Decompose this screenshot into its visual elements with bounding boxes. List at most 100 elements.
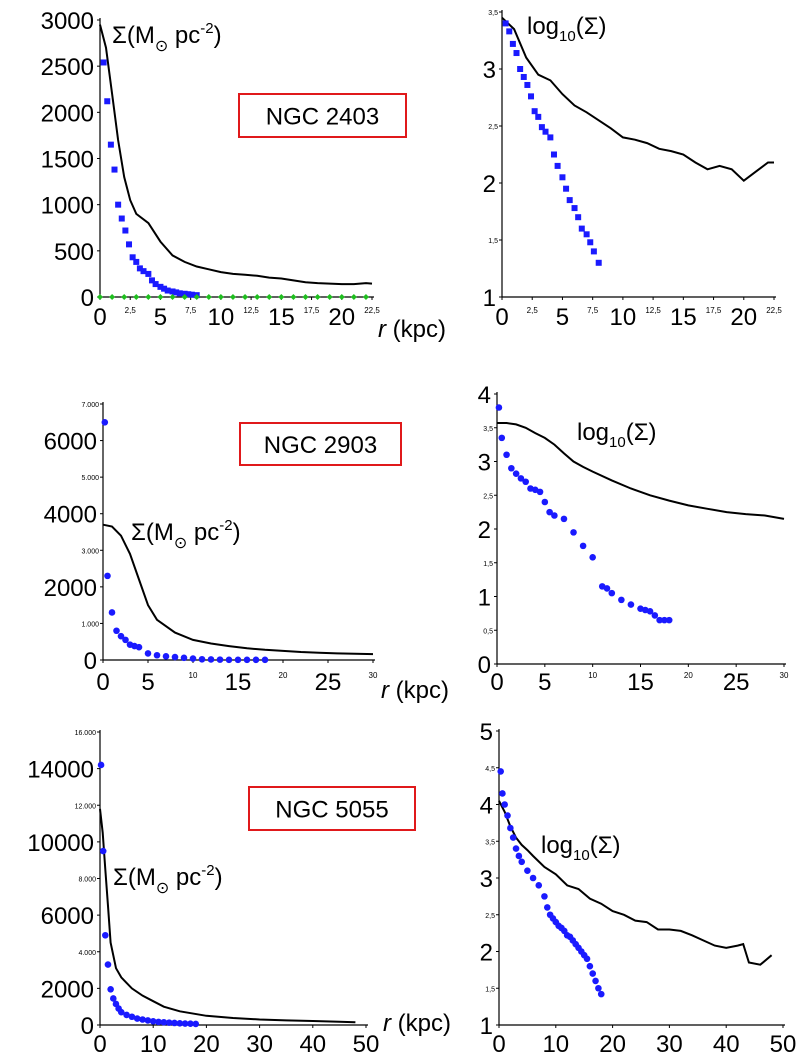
panel-2-data-point [566,197,573,204]
panel-4-data-point [665,616,673,624]
panel-2-data-point [531,108,538,115]
panel-1-x-tick-label: 5 [154,304,167,331]
sigma-label-2: Σ(M⊙ pc-2) [131,517,241,552]
panel-1-zero-point [121,294,128,300]
panel-2-x-tick-label: 20 [730,304,757,331]
panel-2-data-point [517,66,524,72]
panel-6-data-point [592,977,599,985]
panel-5-data-point [149,1018,157,1025]
panel-3-data-point [252,656,260,664]
panel-2-data-point [509,40,516,47]
panel-1-x-tick-label-small: 17,5 [304,306,320,315]
log-label-2: log10(Σ) [577,419,657,451]
panel-3-data-point [135,643,143,651]
galaxy-name-box [248,786,416,831]
panel-1-data-point [107,141,114,148]
panel-4-data-point [579,542,587,550]
panel-6-y-tick-label: 3 [480,866,493,893]
panel-2-data-point [547,134,554,141]
panel-6-data-point [586,962,594,970]
panel-1-zero-point [278,294,285,300]
panel-2-x-tick-label-small: 17,5 [706,306,722,315]
panel-1-data-point [100,59,107,66]
panel-1-data-point [136,265,143,272]
panel-6-data-point [529,874,537,882]
panel-3-data-point [162,653,170,660]
panel-2-data-point [559,174,566,181]
panel-5-y-tick-label: 14000 [27,757,94,784]
panel-1-data-point [111,166,118,173]
panel-3-data-point [171,653,179,661]
panel-3-data-point [113,627,120,635]
panel-6-x-tick-label: 40 [713,1031,740,1057]
panel-5-data-point [176,1020,184,1027]
panel-4-data-point [603,585,611,592]
panel-6-data-point [512,845,520,852]
panel-6-x-tick-label: 20 [599,1031,626,1057]
panel-2-data-point [550,151,557,158]
panel-4-y-tick-label-small: 1,5 [483,561,493,568]
panel-1-x-tick-label-small: 12,5 [243,306,259,315]
panel-5-data-point [133,1015,141,1022]
panel-1-data-point [104,98,111,105]
panel-2-data-point [554,162,561,169]
panel-1-x-tick-label-small: 22,5 [364,306,380,315]
panel-2-data-point [575,214,582,221]
panel-5-data-point [187,1020,194,1028]
panel-5-y-tick-label: 6000 [41,903,94,930]
panel-4-x-tick-label-small: 30 [780,671,789,680]
panel-1-zero-point [350,294,357,300]
panel-3-y-tick-label: 6000 [44,429,97,456]
panel-2-data-point [506,28,513,35]
panel-1-zero-point [229,294,236,300]
panel-5-data-point [104,961,112,968]
panel-4-data-point [656,616,663,624]
panel-6-y-tick-label: 4 [480,793,493,820]
panel-4-y-tick-label: 2 [478,517,491,544]
panel-3-model-curve [102,523,374,656]
panel-2-x-tick-label-small: 12,5 [645,306,661,315]
panel-1-zero-point [266,294,273,300]
panel-1-data-point [161,285,168,292]
panel-2-data-point [524,81,531,88]
panel-3-data-point [122,636,129,644]
panel-1-zero-point [314,294,321,300]
panel-2-data-point [571,205,578,212]
panel-2-x-tick-label: 0 [495,304,508,331]
panel-6-data-point [497,768,505,775]
panel-4-x-tick-label: 0 [490,669,503,696]
panel-6-data-point [597,990,605,998]
panel-1-zero-point [169,294,176,300]
panel-1-zero-point [109,294,116,300]
sigma-label-3: Σ(M⊙ pc-2) [113,862,223,897]
log-label-1: log10(Σ) [527,13,607,45]
panel-3-data-point [180,654,188,662]
panel-1-x-tick-label-small: 2,5 [125,306,137,315]
panel-2-data-point [542,128,549,135]
panel-6-model-curve [498,800,773,966]
panel-1-data-point [181,290,188,297]
panel-5-x-tick-label: 40 [299,1031,326,1057]
panel-1-zero-point [242,294,249,300]
panel-1-zero-point [97,294,103,300]
panel-4-data-point [498,434,506,442]
panel-5-x-tick-label: 10 [140,1031,167,1057]
panel-2-y-tick-label: 3 [483,57,496,84]
panel-1-zero-point [133,294,140,300]
panel-2-data-point [528,93,535,100]
panel-1-y-tick-label: 2000 [41,100,94,127]
panel-6-y-tick-label-small: 1,5 [485,986,495,993]
panel-5-data-point [110,995,117,1002]
panel-2-model-curve [501,16,774,183]
panel-5-data-point [97,761,105,769]
panel-4-data-point [536,488,544,496]
panel-1-data-point [129,254,136,261]
panel-2-data-point [587,239,594,246]
panel-4-data-point [495,404,503,411]
panel-1-y-tick-label: 3000 [41,8,94,35]
panel-6-x-tick-label: 0 [492,1031,505,1057]
panel-5-data-point [117,1008,125,1016]
panel-1-data-point [148,277,155,284]
galaxy-name-box [239,422,402,466]
